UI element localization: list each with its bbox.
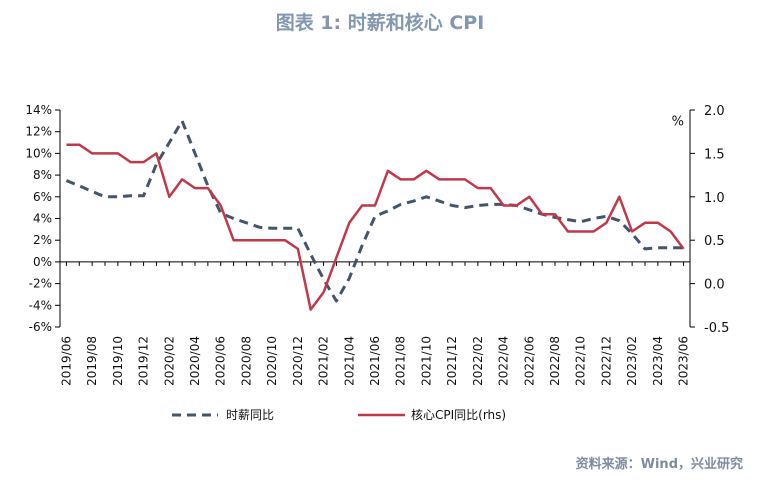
x-tick-label: 2023/06 [677,336,691,386]
right-tick-label: -0.5 [704,321,729,336]
right-tick-label: 1.5 [704,147,725,162]
x-tick-label: 2022/04 [497,336,511,386]
x-tick-label: 2022/12 [599,336,613,386]
x-tick-label: 2019/12 [137,336,151,386]
left-tick-label: -6% [29,320,52,334]
x-tick-label: 2023/04 [651,336,665,386]
x-tick-label: 2022/10 [574,336,588,386]
left-tick-label: -2% [29,277,52,291]
left-tick-label: 8% [33,168,52,182]
x-tick-label: 2022/02 [471,336,485,386]
right-tick-label: 0.5 [704,234,725,249]
x-tick-label: 2020/06 [214,336,228,386]
x-tick-label: 2021/06 [368,336,382,386]
right-tick-label: 0.0 [704,278,725,293]
left-tick-label: 0% [33,255,52,269]
x-tick-label: 2020/10 [265,336,279,386]
x-tick-label: 2021/12 [445,336,459,386]
plot-area [65,119,685,311]
left-tick-label: 4% [33,212,52,226]
x-tick-label: 2020/02 [162,336,176,386]
x-tick-label: 2021/08 [394,336,408,386]
left-tick-label: 2% [33,233,52,247]
legend-label-wage: 时薪同比 [226,408,274,422]
left-tick-label: 12% [25,125,52,139]
left-tick-label: 14% [25,103,52,117]
x-tick-label: 2020/12 [291,336,305,386]
series-line-core-cpi [66,143,685,311]
x-tick-label: 2022/08 [548,336,562,386]
x-tick-label: 2022/06 [522,336,536,386]
x-tick-label: 2019/06 [59,336,73,386]
left-tick-label: 6% [33,190,52,204]
x-tick-label: 2019/10 [111,336,125,386]
left-tick-label: 10% [25,146,52,160]
x-tick-label: 2023/02 [625,336,639,386]
source-note: 资料来源：Wind，兴业研究 [576,456,743,472]
x-tick-label: 2021/10 [419,336,433,386]
legend-label-core-cpi: 核心CPI同比(rhs) [411,408,506,422]
chart-title: 图表 1: 时薪和核心 CPI [276,11,485,34]
x-tick-label: 2020/08 [239,336,253,386]
x-tick-label: 2021/04 [342,336,356,386]
right-tick-label: 1.0 [704,191,725,206]
right-tick-label: 2.0 [704,104,725,119]
axes: -6% -4% -2% 0% 2% 4% 6% 8% 10% 12% 14% -0.5 0.0 0.5 1.… [25,103,729,386]
x-tick-label: 2021/02 [317,336,331,386]
left-tick-label: -4% [29,298,52,312]
x-tick-label: 2020/04 [188,336,202,386]
series-line-wage [65,119,684,303]
right-axis-unit: % [672,114,684,129]
x-tick-label: 2019/08 [85,336,99,386]
legend: 时薪同比 核心CPI同比(rhs) [172,408,506,422]
